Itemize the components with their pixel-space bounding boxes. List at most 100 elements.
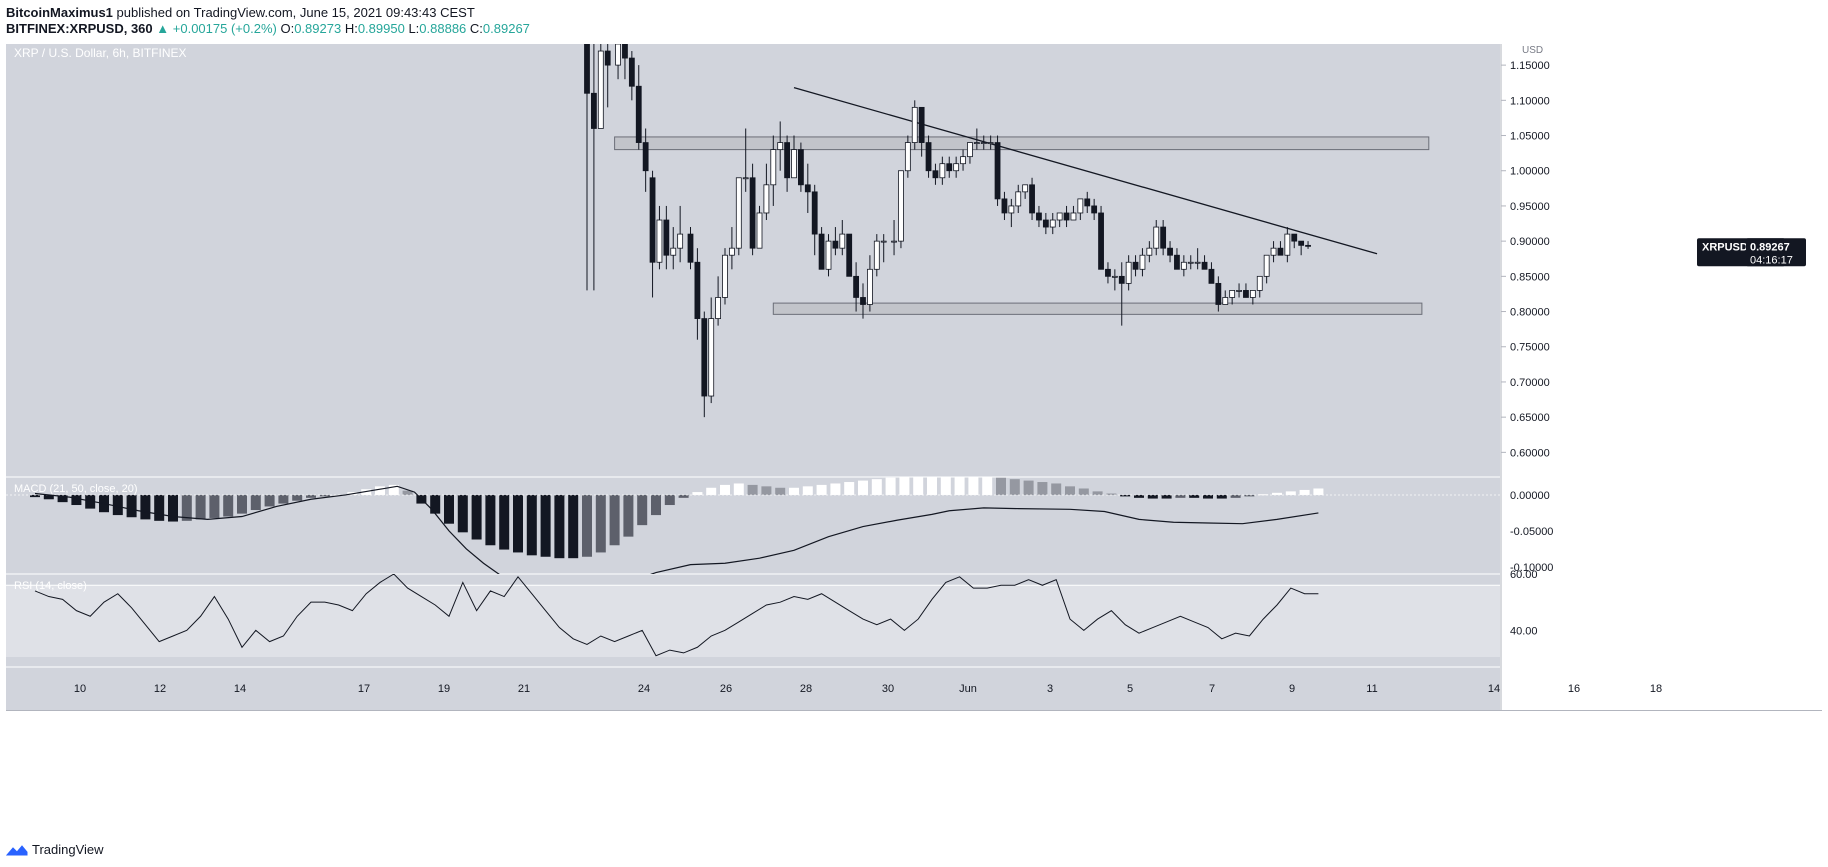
macd-histogram-bar [761,486,772,495]
macd-histogram-bar [85,494,96,509]
descending-trendline [793,87,1378,255]
macd-histogram-bar [154,494,165,521]
chart-title: XRP / U.S. Dollar, 6h, BITFINEX [14,46,187,60]
macd-histogram-bar [250,494,261,511]
time-axis-label: 3 [1047,683,1053,695]
macd-histogram-bar [319,494,330,497]
candles-group [584,44,1311,418]
candle-body [1153,226,1160,249]
macd-histogram-bar [499,494,510,550]
macd-histogram-bar [43,494,54,500]
macd-histogram-bar [1244,494,1255,497]
footer-brand[interactable]: TradingView [32,842,104,857]
macd-histogram-bar [858,480,868,495]
macd-histogram-bar [1120,494,1131,497]
candle-body [1215,282,1222,305]
macd-histogram-bar [1161,494,1172,499]
price-tick-label: 0.70000 [1510,377,1550,389]
candle-body [1174,254,1180,270]
candle-body [656,219,663,263]
candle-body [932,170,939,179]
macd-histogram-bar [664,494,675,506]
candle-body [1201,261,1208,270]
candle-body [825,240,832,270]
macd-histogram-bar [982,477,993,495]
candle-body [791,149,797,179]
candle-body [1091,205,1098,214]
candle-body [756,212,763,249]
macd-histogram-bar [816,484,827,495]
macd-histogram-bar [306,494,316,498]
time-axis-label: 19 [438,683,450,695]
time-axis-label: 10 [74,683,86,695]
candle-body [1243,290,1249,298]
macd-histogram-bar [237,494,247,514]
price-chart[interactable]: USD 1.15000 1.10000 1.05000 1.00000 0.95000 0.… [0,44,1828,834]
rsi-band [6,585,1500,657]
time-axis-label: 11 [1366,683,1377,695]
time-axis-label: 14 [1488,683,1500,695]
price-tick-label: 1.10000 [1510,95,1550,107]
publish-text: published on TradingView.com, June 15, 2… [116,5,475,20]
open-value: 0.89273 [294,21,342,36]
price-tick-label: 1.05000 [1510,131,1550,143]
candle-body [1001,198,1008,214]
bottom-border [6,710,1822,711]
candle-body [1029,184,1035,214]
macd-histogram-bar [775,487,786,495]
candle-body [1008,205,1015,214]
price-axis-label: USD [1522,45,1543,56]
candle-body [763,184,770,214]
macd-histogram-bar [375,486,385,495]
macd-histogram-bar [899,477,910,495]
price-tick-label: 1.15000 [1510,60,1550,72]
macd-tick-label: -0.10000 [1510,562,1553,574]
candle-body [1298,240,1305,246]
time-pane [6,667,1500,710]
candle-body [1084,198,1091,207]
macd-histogram-bar [623,494,634,537]
macd-histogram-bar [830,483,841,495]
macd-histogram-bar [1299,489,1310,495]
macd-histogram-bar [568,494,579,559]
candle-body [946,163,953,172]
macd-histogram-bar [706,487,717,495]
candle-body [604,50,611,66]
macd-signal-line [34,485,1319,574]
time-axis-label: 18 [1650,683,1662,695]
macd-histogram-bar [1203,494,1213,499]
macd-histogram-bar [733,483,744,495]
candle-body [873,240,880,270]
price-pane [6,44,1500,477]
candle-body [642,142,649,172]
macd-histogram-bar [444,494,454,524]
candle-body [635,85,642,143]
macd-histogram-bar [789,487,799,495]
candle-body [1132,261,1139,270]
candle-body [1105,268,1111,277]
macd-histogram-bar [651,494,661,516]
candle-body [973,142,980,144]
candle-body [880,240,887,243]
candle-body [1111,275,1118,278]
last-price-symbol: XRPUSD [1702,241,1748,253]
candle-body [1263,254,1270,277]
candle-body [1187,261,1194,264]
macd-histogram-bar [1230,494,1241,498]
candle-body [1049,219,1056,228]
macd-histogram-bar [747,484,758,495]
time-axis-label: 30 [882,683,894,695]
footer: TradingView [6,842,104,857]
candle-body [811,191,818,235]
candle-body [1229,290,1236,298]
rsi-label: RSI (14, close) [14,580,87,592]
candle-body [891,240,897,243]
candle-body [1291,233,1298,242]
time-axis-label: 14 [234,683,246,695]
macd-histogram-bar [1078,488,1089,495]
candle-body [663,219,670,256]
candle-body [1139,254,1146,270]
author-name[interactable]: BitcoinMaximus1 [6,5,113,20]
candle-body [987,142,994,144]
candle-body [649,177,656,263]
